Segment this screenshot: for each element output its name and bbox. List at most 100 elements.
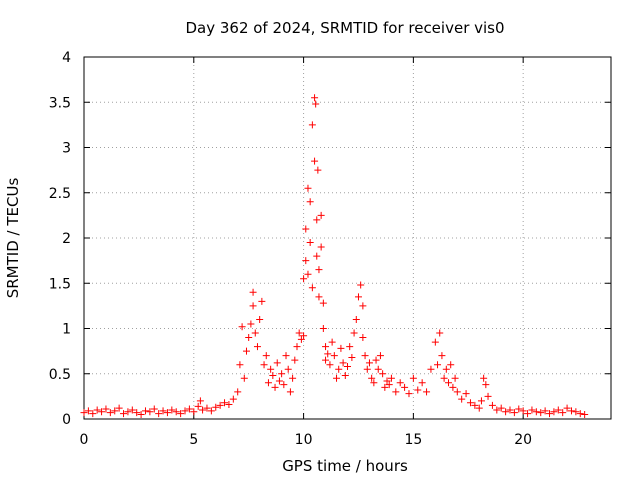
data-point [308,121,316,129]
data-point [493,406,501,414]
data-point [242,347,250,355]
data-point [313,216,321,224]
data-point [348,353,356,361]
data-point [354,293,362,301]
data-point [554,406,562,414]
data-point [324,350,332,358]
data-point [282,352,290,360]
data-point [80,409,88,417]
data-point [93,406,101,414]
data-point [225,401,233,409]
data-point [322,343,330,351]
data-point [267,365,275,373]
data-point [350,329,358,337]
data-point [251,329,259,337]
data-point [346,343,354,351]
data-point [440,374,448,382]
data-point [273,359,281,367]
data-point [315,293,323,301]
data-point [480,374,488,382]
data-point [159,407,167,415]
data-point [319,325,327,332]
data-point [146,408,154,416]
data-point [314,166,322,174]
data-point [291,356,299,364]
data-point [484,392,492,400]
data-point [567,407,575,415]
data-point [445,379,453,387]
data-point [370,379,378,387]
data-point [497,404,505,412]
data-point [381,383,389,391]
y-tick-label: 1.5 [49,276,71,292]
data-point [311,94,319,102]
data-point [229,395,237,403]
data-point [271,383,279,391]
data-point [436,329,444,337]
data-point [451,374,459,382]
data-point [212,403,220,411]
data-point [207,407,215,415]
data-point [313,252,321,260]
data-point [550,408,558,416]
data-point [98,408,106,416]
data-point [137,410,145,418]
data-point [312,100,320,108]
data-point [409,374,417,382]
data-point [537,409,545,417]
data-point [238,323,246,331]
data-point [304,184,312,192]
data-point [84,407,92,415]
data-point [396,379,404,387]
data-point [466,399,474,407]
data-point [515,405,523,413]
data-point [275,377,283,385]
data-point [341,372,349,380]
data-point [528,406,536,414]
data-point [260,361,268,369]
data-point [262,352,270,360]
data-point [199,406,207,414]
data-point [372,356,380,364]
data-point [163,409,171,417]
data-point [245,334,253,342]
data-point [172,408,180,416]
data-point [434,361,442,369]
data-point [519,407,527,415]
data-point [488,401,496,409]
data-point [150,405,158,413]
data-point [302,257,310,265]
data-point [317,243,325,251]
data-point [524,410,532,418]
data-point [240,374,248,382]
data-point [392,388,400,396]
data-point [256,315,264,323]
data-point [317,211,325,219]
data-point [269,372,277,380]
data-point [335,365,343,373]
data-point [120,410,128,418]
x-tick-label: 15 [404,432,422,448]
data-point [234,388,242,396]
data-point [295,329,303,337]
data-point [253,343,261,351]
data-point [236,361,244,369]
axis-ticks: 0 0.5 1 1.5 2 2.5 3 3.5 4 0 5 10 15 20 [49,50,611,448]
data-point [506,406,514,414]
data-point [385,381,393,389]
data-point [106,409,114,417]
data-point [581,410,589,418]
data-point [449,383,457,391]
data-point [190,408,198,416]
y-tick-label: 2.5 [49,186,71,202]
data-point [89,410,97,418]
y-tick-label: 1 [62,322,71,338]
data-point [308,284,316,292]
data-point [306,239,314,247]
data-point [289,374,297,382]
grid [84,57,611,419]
data-point [462,390,470,398]
y-tick-label: 3.5 [49,95,71,111]
data-point [258,297,266,305]
data-point [438,352,446,360]
